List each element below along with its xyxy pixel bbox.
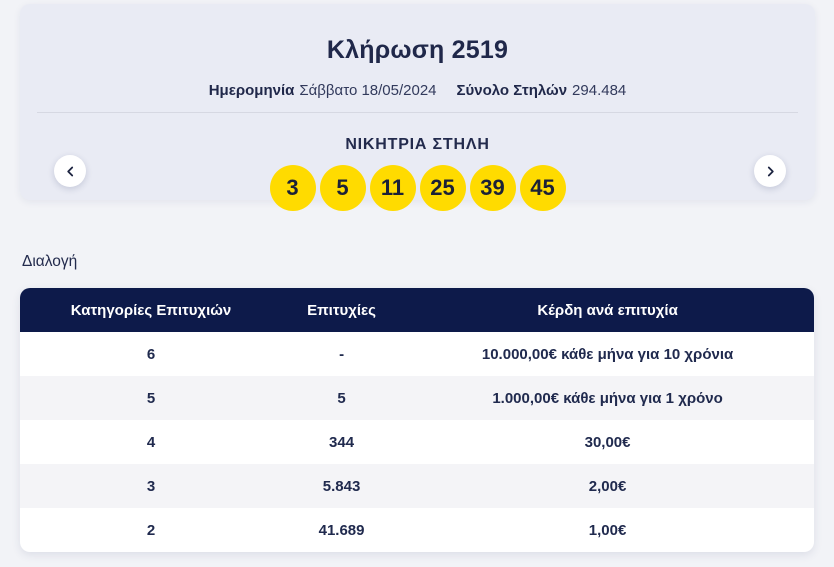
total-columns-value: 294.484 — [572, 81, 627, 99]
category-cell: 4 — [146, 433, 156, 451]
header-winnings: Κέρδη ανά επιτυχία — [401, 288, 814, 332]
header-successes: Επιτυχίες — [282, 288, 402, 332]
draw-date: Ημερομηνία Σάββατο 18/05/2024 — [209, 82, 437, 99]
winning-number-ball: 39 — [469, 164, 516, 211]
successes-cell: 41.689 — [318, 521, 365, 539]
winnings-cell: 2,00€ — [588, 477, 627, 495]
total-columns-label: Σύνολο Στηλών — [456, 81, 568, 99]
winnings-cell: 30,00€ — [584, 433, 631, 451]
category-cell: 6 — [146, 345, 156, 363]
draw-date-value: Σάββατο 18/05/2024 — [299, 81, 437, 99]
next-draw-button[interactable] — [754, 155, 786, 187]
draw-date-label: Ημερομηνία — [208, 81, 295, 99]
winning-number-ball: 3 — [269, 164, 316, 211]
winnings-cell: 10.000,00€ κάθε μήνα για 10 χρόνια — [481, 345, 734, 363]
total-columns: Σύνολο Στηλών 294.484 — [457, 82, 627, 99]
category-cell: 3 — [146, 477, 156, 495]
successes-cell: 5.843 — [322, 477, 361, 495]
previous-draw-button[interactable] — [54, 155, 86, 187]
category-cell: 5 — [146, 389, 156, 407]
draw-meta: Ημερομηνία Σάββατο 18/05/2024 Σύνολο Στηλ… — [20, 82, 815, 99]
table-row: 6 - 10.000,00€ κάθε μήνα για 10 χρόνια — [20, 332, 814, 376]
table-row: 4 344 30,00€ — [20, 420, 814, 464]
card-divider — [37, 111, 798, 113]
category-cell: 2 — [146, 521, 156, 539]
winning-number-ball: 45 — [519, 164, 566, 211]
successes-cell: 344 — [329, 433, 355, 451]
winning-number-ball: 5 — [319, 164, 366, 211]
sorting-section-label: Διαλογή — [22, 253, 78, 270]
chevron-left-icon — [65, 166, 76, 177]
draw-title: Κλήρωση 2519 — [326, 35, 509, 64]
winning-number-ball: 25 — [419, 164, 466, 211]
draw-card: Κλήρωση 2519 Ημερομηνία Σάββατο 18/05/202… — [20, 4, 815, 211]
winning-column-title: ΝΙΚΗΤΡΙΑ ΣΤΗΛΗ — [345, 135, 490, 153]
winnings-cell: 1.000,00€ κάθε μήνα για 1 χρόνο — [492, 389, 723, 407]
chevron-right-icon — [765, 166, 776, 177]
table-row: 3 5.843 2,00€ — [20, 464, 814, 508]
results-table: Κατηγορίες Επιτυχιών Επιτυχίες Κέρδη ανά… — [20, 288, 814, 552]
successes-cell: 5 — [337, 389, 346, 407]
successes-cell: - — [339, 345, 345, 363]
table-header-row: Κατηγορίες Επιτυχιών Επιτυχίες Κέρδη ανά… — [20, 288, 814, 332]
table-row: 2 41.689 1,00€ — [20, 508, 814, 552]
table-row: 5 5 1.000,00€ κάθε μήνα για 1 χρόνο — [20, 376, 814, 420]
header-categories: Κατηγορίες Επιτυχιών — [20, 288, 283, 332]
winnings-cell: 1,00€ — [588, 521, 627, 539]
winning-number-ball: 11 — [369, 164, 416, 211]
winning-numbers: 3 5 11 25 39 45 — [20, 164, 815, 211]
